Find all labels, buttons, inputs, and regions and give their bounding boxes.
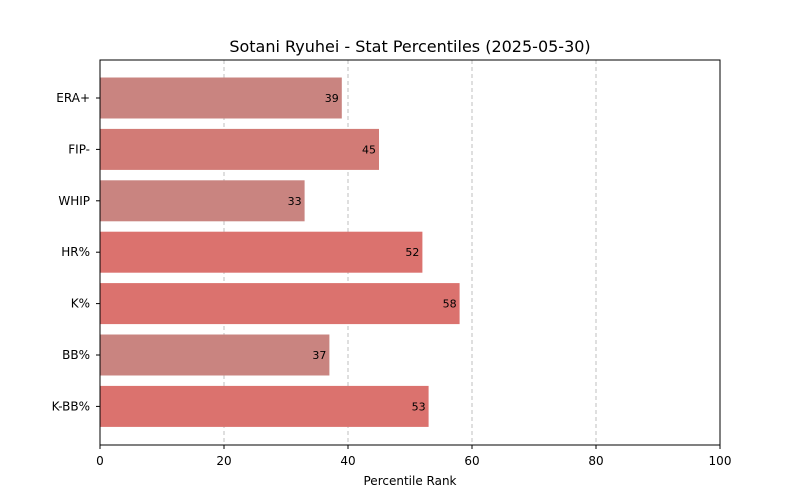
data-label: 33 (288, 195, 302, 208)
x-tick-label: 100 (709, 454, 732, 468)
bar-era- (100, 77, 342, 119)
y-tick-label: HR% (61, 245, 90, 259)
y-tick-label: WHIP (58, 194, 90, 208)
y-tick-label: FIP- (68, 142, 90, 156)
data-label: 53 (412, 400, 426, 413)
y-axis: ERA+ FIP- WHIP HR% K% BB% K-BB% (52, 91, 100, 413)
x-tick-label: 20 (216, 454, 231, 468)
x-tick-label: 60 (464, 454, 479, 468)
data-label: 37 (312, 349, 326, 362)
bar-whip (100, 180, 305, 222)
bar-hr- (100, 231, 423, 273)
bar-fip- (100, 128, 379, 170)
y-tick-label: BB% (62, 348, 90, 362)
bar-bb- (100, 334, 330, 376)
bars: 39 45 33 52 58 37 53 (100, 77, 460, 427)
bar-k-bb- (100, 385, 429, 427)
data-label: 45 (362, 143, 376, 156)
data-label: 39 (325, 92, 339, 105)
y-tick-label: K% (71, 297, 90, 311)
bar-k- (100, 283, 460, 325)
data-label: 58 (443, 298, 457, 311)
x-tick-label: 80 (588, 454, 603, 468)
x-axis: 0 20 40 60 80 100 (96, 445, 731, 468)
x-tick-label: 0 (96, 454, 104, 468)
x-axis-label: Percentile Rank (364, 474, 457, 488)
x-tick-label: 40 (340, 454, 355, 468)
y-tick-label: K-BB% (52, 399, 90, 413)
y-tick-label: ERA+ (56, 91, 90, 105)
chart-title: Sotani Ryuhei - Stat Percentiles (2025-0… (229, 37, 590, 56)
data-label: 52 (405, 246, 419, 259)
